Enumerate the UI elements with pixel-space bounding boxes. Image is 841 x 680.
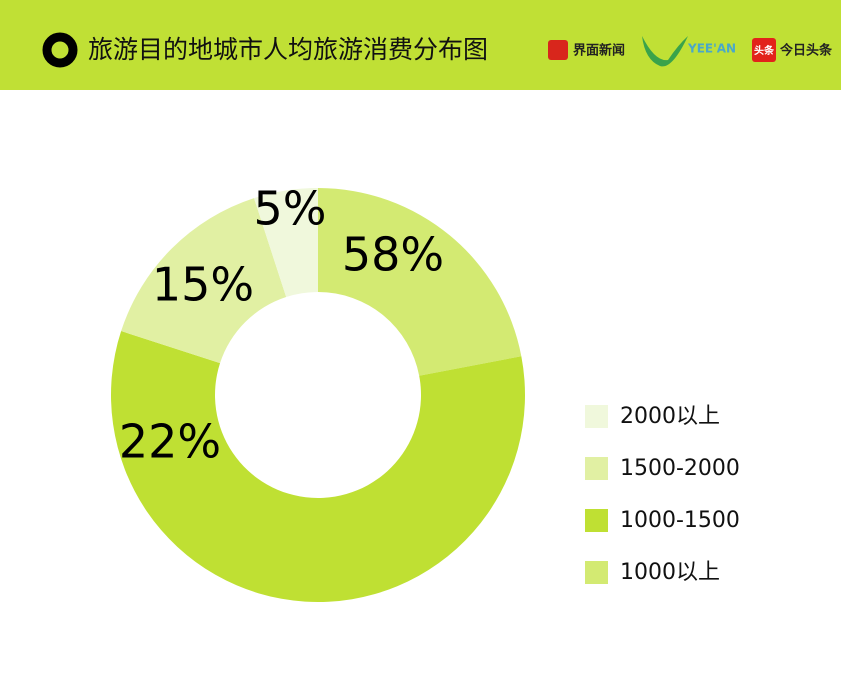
data-label: 15%	[152, 258, 254, 312]
legend-label: 2000以上	[620, 404, 720, 429]
legend-label: 1500-2000	[620, 456, 740, 481]
data-label: 22%	[119, 415, 221, 469]
donut-segment	[318, 188, 522, 376]
header-title: 旅游目的地城市人均旅游消费分布图	[88, 35, 488, 64]
header-band	[0, 0, 841, 90]
donut-segment	[110, 331, 525, 602]
data-label: 58%	[342, 228, 444, 282]
logo-icon	[752, 38, 776, 62]
logo-text: 今日头条	[779, 43, 833, 59]
legend-swatch	[585, 457, 608, 480]
legend-swatch	[585, 405, 608, 428]
donut-segment	[254, 188, 318, 298]
data-label: 5%	[254, 182, 327, 236]
legend-label: 1000以上	[620, 560, 720, 585]
logo-text: 头条	[754, 44, 775, 57]
legend-swatch	[585, 509, 608, 532]
chart: 5% 2000以上 15% 1500-2000 58% 1000-1500 22% 1000以…	[110, 182, 740, 602]
legend-label: 1000-1500	[620, 508, 740, 533]
logo-icon	[642, 36, 688, 67]
header-icon	[42, 32, 78, 68]
donut-segment	[121, 198, 287, 364]
logo-text: 界面新闻	[573, 43, 625, 59]
logo-icon	[548, 40, 568, 60]
logo-text: YEE'AN	[687, 42, 736, 56]
legend-swatch	[585, 561, 608, 584]
